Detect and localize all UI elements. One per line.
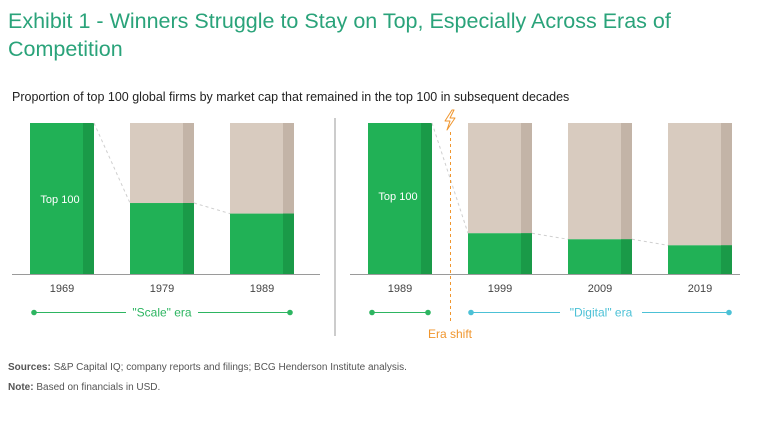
connector-line xyxy=(431,122,469,234)
bar-remained-shade-1999 xyxy=(521,233,532,274)
digital-era-dot-start xyxy=(468,309,474,316)
bar-dropped-shade-1999 xyxy=(521,123,532,234)
era-shift-label: Era shift xyxy=(428,327,473,341)
tick-label-1989: 1989 xyxy=(388,283,412,295)
bar-dropped-shade-2009 xyxy=(621,123,632,240)
note-label: Note: xyxy=(8,382,34,393)
digital-era-label: "Digital" era xyxy=(570,306,633,320)
scale-era-continuation-dot-end xyxy=(425,309,431,316)
bar-remained-shade-1989 xyxy=(283,213,294,274)
scale-era-label: "Scale" era xyxy=(132,306,192,320)
bar-inner-label-1989: Top 100 xyxy=(378,191,417,203)
bar-dropped-shade-1979 xyxy=(183,123,194,204)
scale-era-dot-start xyxy=(31,309,37,316)
chart-title: Exhibit 1 - Winners Struggle to Stay on … xyxy=(8,9,671,61)
scale-era-dot-end xyxy=(287,309,293,316)
connector-line xyxy=(631,238,669,246)
connector-line xyxy=(193,202,231,215)
chart-subtitle: Proportion of top 100 global firms by ma… xyxy=(12,90,570,104)
bar-dropped-shade-2019 xyxy=(721,123,732,246)
tick-label-1999: 1999 xyxy=(488,283,512,295)
tick-label-1989: 1989 xyxy=(250,283,274,295)
bar-dropped-shade-1989 xyxy=(283,123,294,214)
sources-text: S&P Capital IQ; company reports and fili… xyxy=(50,362,407,373)
bar-remained-shade-1979 xyxy=(183,203,194,274)
bar-remained-shade-2019 xyxy=(721,245,732,274)
bar-remained-shade-1969 xyxy=(83,123,94,274)
sources-footnote: Sources: S&P Capital IQ; company reports… xyxy=(8,362,407,373)
note-text: Based on financials in USD. xyxy=(33,382,161,393)
scale-era-continuation-dot-start xyxy=(369,309,375,316)
tick-label-2009: 2009 xyxy=(588,283,612,295)
digital-era-dot-end xyxy=(726,309,732,316)
sources-label: Sources: xyxy=(8,362,51,373)
bar-remained-shade-1989 xyxy=(421,123,432,274)
tick-label-2019: 2019 xyxy=(688,283,712,295)
tick-label-1969: 1969 xyxy=(50,283,74,295)
lightning-icon xyxy=(444,109,456,131)
connector-line xyxy=(93,122,131,204)
bar-remained-shade-2009 xyxy=(621,239,632,274)
note-footnote: Note: Based on financials in USD. xyxy=(8,382,160,393)
connector-line xyxy=(531,232,569,240)
tick-label-1979: 1979 xyxy=(150,283,174,295)
bar-inner-label-1969: Top 100 xyxy=(40,194,79,206)
